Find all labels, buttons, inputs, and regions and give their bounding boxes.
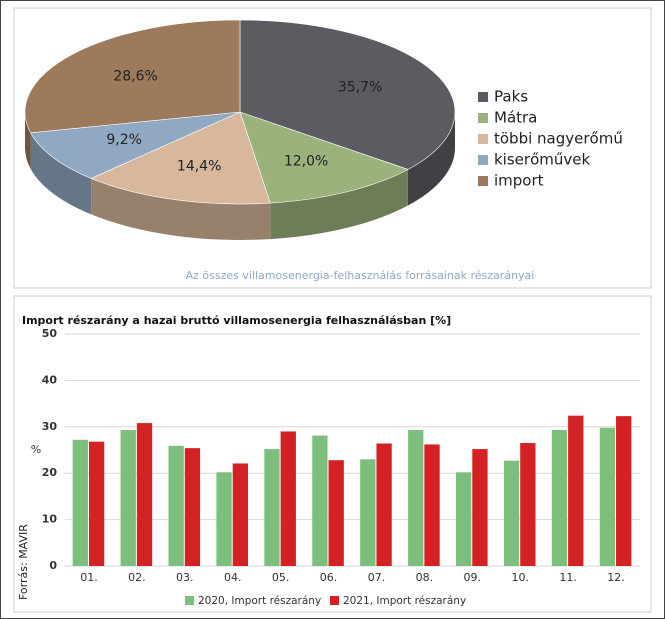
bar bbox=[472, 449, 488, 566]
legend-label: kiserőművek bbox=[494, 151, 590, 169]
y-tick-label: 30 bbox=[42, 420, 58, 433]
pie-slice bbox=[239, 111, 409, 204]
pie-label: 28,6% bbox=[113, 69, 157, 85]
pie-side bbox=[25, 112, 31, 169]
bar bbox=[136, 423, 153, 566]
pie-label: 14,4% bbox=[177, 158, 221, 174]
legend-swatch bbox=[478, 155, 488, 165]
y-tick-label: 10 bbox=[42, 513, 58, 526]
legend-swatch bbox=[478, 92, 488, 102]
x-tick-label: 09. bbox=[464, 571, 482, 584]
bar bbox=[503, 460, 520, 566]
y-tick-label: 20 bbox=[42, 466, 58, 479]
bar bbox=[72, 439, 88, 566]
x-tick-label: 07. bbox=[368, 571, 386, 584]
x-tick-label: 08. bbox=[416, 571, 434, 584]
x-tick-label: 12. bbox=[607, 571, 625, 584]
legend-swatch bbox=[185, 596, 194, 605]
pie-slice bbox=[24, 19, 241, 134]
bar bbox=[616, 416, 632, 566]
x-tick-label: 02. bbox=[128, 571, 146, 584]
x-tick-label: 06. bbox=[320, 571, 338, 584]
legend-label: 2020, Import részarány bbox=[198, 595, 321, 607]
legend-label: Paks bbox=[494, 88, 528, 106]
pie-side bbox=[270, 169, 408, 240]
legend-swatch bbox=[478, 134, 488, 144]
x-tick-label: 04. bbox=[224, 571, 242, 584]
bar bbox=[88, 441, 105, 566]
bar bbox=[376, 443, 392, 566]
bar bbox=[408, 430, 424, 566]
legend-swatch bbox=[478, 176, 488, 186]
bar bbox=[424, 444, 440, 566]
legend-label: 2021, Import részarány bbox=[343, 595, 466, 607]
legend-label: többi nagyerőmű bbox=[494, 130, 623, 148]
y-axis-label: % bbox=[31, 443, 41, 456]
pie-slice bbox=[239, 19, 456, 170]
x-tick-label: 11. bbox=[559, 571, 577, 584]
y-tick-label: 40 bbox=[42, 373, 58, 386]
legend-swatch bbox=[478, 113, 488, 123]
bar bbox=[232, 463, 248, 566]
pie-slice bbox=[30, 111, 241, 179]
pie-side bbox=[91, 178, 271, 240]
pie-label: 12,0% bbox=[284, 154, 328, 170]
pie-slice bbox=[90, 111, 271, 205]
x-tick-label: 01. bbox=[80, 571, 98, 584]
legend-label: Mátra bbox=[494, 109, 537, 127]
bar bbox=[120, 430, 136, 566]
bar bbox=[184, 448, 201, 566]
x-tick-label: 05. bbox=[272, 571, 290, 584]
legend-swatch bbox=[330, 596, 339, 605]
x-tick-label: 10. bbox=[511, 571, 529, 584]
bar bbox=[312, 435, 328, 566]
y-tick-label: 0 bbox=[49, 559, 57, 572]
source-note: Forrás: MAVIR bbox=[17, 524, 30, 600]
bar bbox=[456, 472, 472, 566]
x-tick-label: 03. bbox=[176, 571, 194, 584]
bar bbox=[599, 427, 616, 566]
legend-label: import bbox=[494, 172, 544, 190]
pie-side bbox=[407, 112, 455, 206]
pie-label: 9,2% bbox=[106, 132, 142, 148]
pie-caption: Az összes villamosenergia-felhasználás f… bbox=[186, 269, 535, 282]
bar bbox=[168, 445, 184, 566]
bar bbox=[280, 431, 296, 566]
y-tick-label: 50 bbox=[42, 327, 58, 340]
bar bbox=[551, 430, 568, 566]
bar bbox=[520, 443, 536, 566]
pie-label: 35,7% bbox=[338, 79, 382, 95]
bar bbox=[328, 460, 344, 566]
bar bbox=[216, 472, 232, 566]
bar-panel bbox=[13, 295, 652, 613]
bar bbox=[264, 449, 280, 566]
pie-side bbox=[30, 132, 92, 215]
bar bbox=[568, 415, 584, 566]
chart-title: Import részarány a hazai bruttó villamos… bbox=[22, 314, 451, 327]
bar bbox=[360, 459, 376, 566]
